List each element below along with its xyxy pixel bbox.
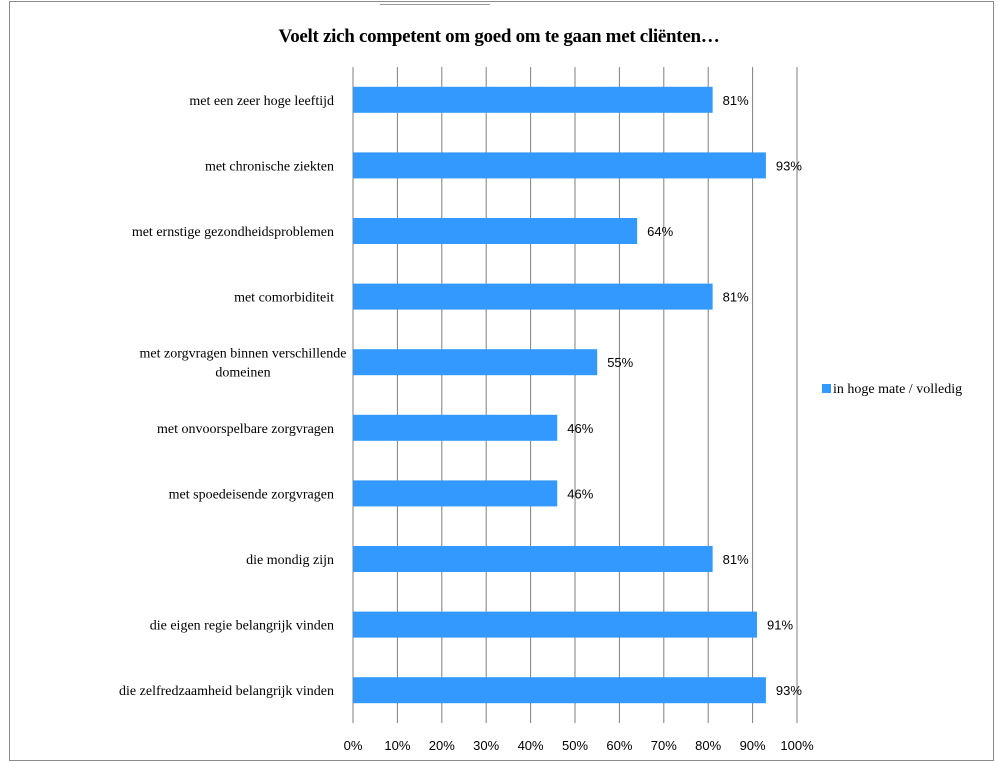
data-label: 93% — [776, 158, 802, 173]
x-tick-label: 50% — [562, 738, 588, 753]
x-tick-label: 40% — [518, 738, 544, 753]
category-label: met onvoorspelbare zorgvragen — [157, 422, 334, 437]
legend-swatch — [822, 384, 831, 393]
category-label: met een zeer hoge leeftijd — [189, 94, 334, 109]
bar — [353, 677, 766, 704]
category-label: domeinen — [215, 366, 270, 381]
bar — [353, 349, 598, 376]
data-label: 81% — [723, 93, 749, 108]
category-label: met chronische ziekten — [205, 159, 334, 174]
x-tick-label: 30% — [473, 738, 499, 753]
bar — [353, 86, 713, 113]
x-tick-label: 90% — [740, 738, 766, 753]
x-tick-label: 10% — [384, 738, 410, 753]
category-label: met zorgvragen binnen verschillende — [140, 347, 347, 362]
bar — [353, 414, 558, 441]
data-label: 64% — [647, 224, 673, 239]
category-label: die zelfredzaamheid belangrijk vinden — [119, 684, 334, 699]
legend: in hoge mate / volledig — [822, 380, 972, 399]
bar — [353, 152, 766, 179]
x-tick-label: 20% — [429, 738, 455, 753]
data-label: 93% — [776, 683, 802, 698]
legend-label: in hoge mate / volledig — [833, 382, 963, 397]
x-tick-label: 60% — [606, 738, 632, 753]
category-label: die eigen regie belangrijk vinden — [150, 619, 334, 634]
category-label: die mondig zijn — [246, 553, 334, 568]
category-label: met comorbiditeit — [234, 291, 334, 306]
x-tick-label: 100% — [780, 738, 814, 753]
x-tick-label: 80% — [695, 738, 721, 753]
data-label: 91% — [767, 618, 793, 633]
bar — [353, 611, 758, 638]
category-label: met ernstige gezondheidsproblemen — [132, 225, 334, 240]
data-label: 55% — [607, 355, 633, 370]
data-label: 81% — [723, 552, 749, 567]
bar — [353, 218, 638, 244]
chart-title: Voelt zich competent om goed om te gaan … — [278, 26, 720, 47]
data-label: 46% — [567, 486, 593, 501]
data-label: 46% — [567, 421, 593, 436]
category-label: met spoedeisende zorgvragen — [169, 487, 334, 502]
bar — [353, 480, 558, 507]
bar — [353, 546, 713, 572]
bar — [353, 283, 713, 310]
x-tick-label: 70% — [651, 738, 677, 753]
data-label: 81% — [723, 290, 749, 305]
x-tick-label: 0% — [344, 738, 363, 753]
clipped-header-mark — [380, 0, 490, 5]
